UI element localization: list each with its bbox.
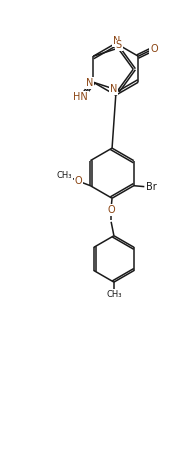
- Text: O: O: [150, 44, 158, 54]
- Text: HN: HN: [73, 92, 88, 102]
- Text: CH₃: CH₃: [57, 171, 72, 180]
- Text: Br: Br: [146, 182, 156, 192]
- Text: N: N: [86, 78, 93, 88]
- Text: S: S: [116, 40, 122, 50]
- Text: O: O: [74, 176, 82, 186]
- Text: O: O: [107, 205, 115, 215]
- Text: N: N: [110, 84, 117, 94]
- Text: N: N: [113, 36, 120, 46]
- Text: CH₃: CH₃: [106, 290, 122, 299]
